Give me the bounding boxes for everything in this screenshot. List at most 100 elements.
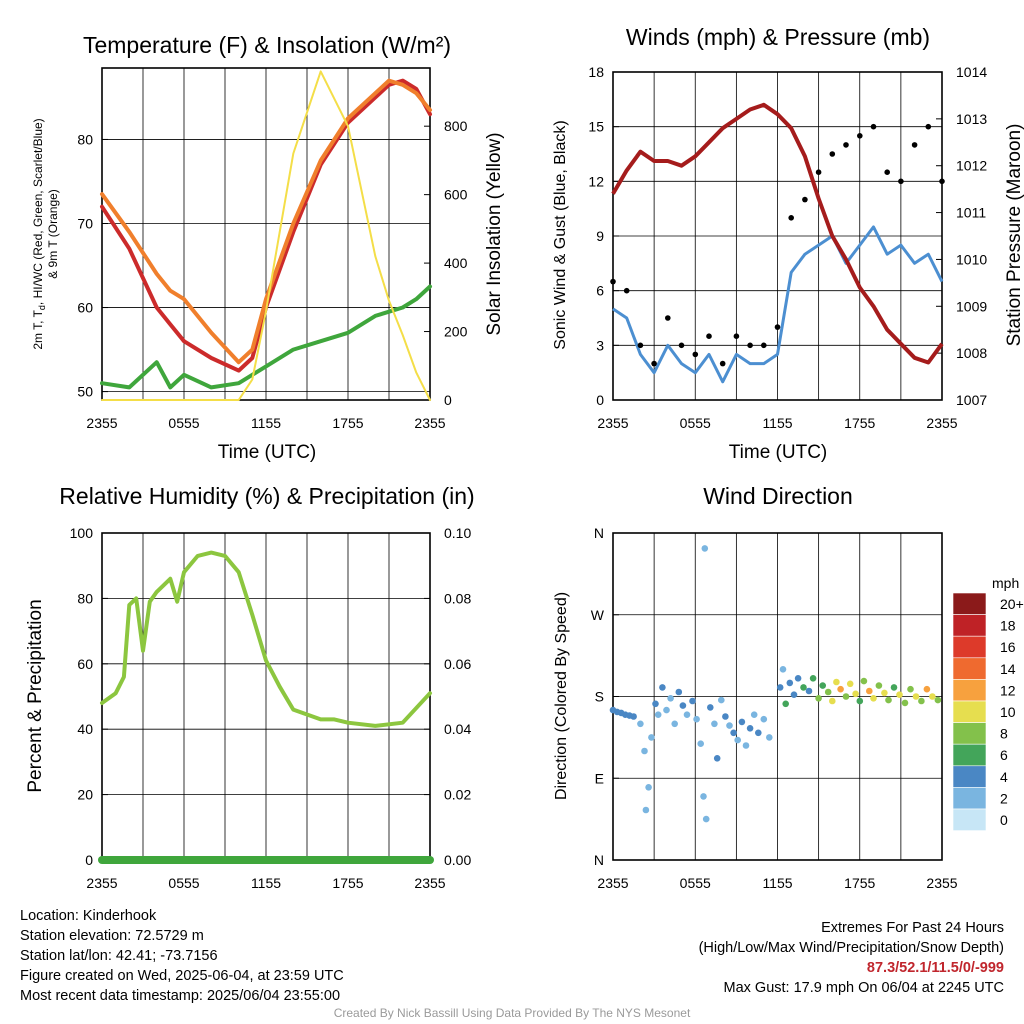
gust-point xyxy=(637,342,644,349)
direction-point xyxy=(776,684,784,691)
direction-point xyxy=(630,713,637,720)
direction-point xyxy=(790,691,798,698)
direction-point xyxy=(890,684,898,691)
humidity-x-tick-label: 2355 xyxy=(414,875,445,891)
humidity-y-tick-label: 20 xyxy=(77,787,93,803)
direction-point xyxy=(809,675,817,682)
temperature-y2-tick-label: 800 xyxy=(444,118,468,134)
direction-point xyxy=(860,677,868,685)
extremes-values: 87.3/52.1/11.5/0/-999 xyxy=(866,960,1004,976)
winds-plot-frame xyxy=(612,71,943,401)
direction-point xyxy=(659,684,666,691)
temperature-x-tick-label: 1755 xyxy=(332,415,363,431)
humidity-y2-tick-label: 0.04 xyxy=(444,721,471,737)
direction-point xyxy=(755,729,762,737)
direction-y-label: Direction (Colored By Speed) xyxy=(553,592,570,800)
direction-point xyxy=(689,697,696,705)
pressure-y-label: Station Pressure (Maroon) xyxy=(1004,124,1024,347)
temperature-plot-frame xyxy=(101,67,431,401)
location-text: Location: Kinderhook xyxy=(20,908,157,924)
legend-label: 18 xyxy=(1000,618,1016,634)
legend-swatch xyxy=(952,592,987,615)
wind-direction-x-tick-label: 2355 xyxy=(926,875,957,891)
direction-point xyxy=(667,695,674,702)
winds-y2-tick-label: 1010 xyxy=(956,251,987,267)
direction-point xyxy=(746,725,754,732)
gust-point xyxy=(815,169,822,175)
gust-point xyxy=(665,315,671,321)
wind-direction-x-tick-label: 0555 xyxy=(680,875,711,891)
winds-x-tick-label: 1755 xyxy=(844,415,875,431)
direction-point xyxy=(885,696,892,704)
winds-title: Winds (mph) & Pressure (mb) xyxy=(626,24,930,50)
winds-x-tick-label: 1155 xyxy=(762,415,792,431)
gust-point xyxy=(898,178,904,185)
gust-point xyxy=(857,133,863,139)
direction-point xyxy=(929,693,936,700)
direction-point xyxy=(837,685,844,693)
wind-direction-y-tick-label: S xyxy=(595,689,604,705)
humidity-x-tick-label: 2355 xyxy=(86,875,117,891)
direction-point xyxy=(794,675,802,682)
winds-y2-tick-label: 1008 xyxy=(956,345,987,361)
gust-point xyxy=(678,342,685,349)
direction-point xyxy=(760,715,768,723)
temperature-y2-tick-label: 0 xyxy=(444,392,452,408)
insolation-y-label: Solar Insolation (Yellow) xyxy=(484,132,505,335)
legend-swatch xyxy=(952,635,987,659)
humidity-y-tick-label: 100 xyxy=(70,525,94,541)
gust-point xyxy=(870,123,877,130)
gust-point xyxy=(884,169,890,175)
wind-direction-y-tick-label: E xyxy=(595,770,604,786)
gust-point xyxy=(802,196,808,203)
direction-point xyxy=(923,685,931,693)
direction-point xyxy=(645,784,652,791)
direction-point xyxy=(654,711,662,718)
humidity-y2-tick-label: 0.00 xyxy=(444,852,471,868)
humidity-x-tick-label: 0555 xyxy=(168,875,199,891)
winds-y-tick-label: 12 xyxy=(588,173,604,189)
extremes-subtitle: (High/Low/Max Wind/Precipitation/Snow De… xyxy=(698,940,1004,956)
wind-direction-title: Wind Direction xyxy=(703,483,853,509)
temperature-x-tick-label: 0555 xyxy=(168,415,199,431)
legend-label: 0 xyxy=(1000,812,1008,828)
winds-y-tick-label: 15 xyxy=(588,119,604,135)
direction-point xyxy=(700,793,707,800)
direction-point xyxy=(637,720,644,728)
humidity-y-tick-label: 40 xyxy=(77,721,93,737)
credit-text: Created By Nick Bassill Using Data Provi… xyxy=(333,1006,691,1020)
winds-y-tick-label: 18 xyxy=(588,64,604,80)
humidity-y-tick-label: 60 xyxy=(77,656,93,672)
gust-point xyxy=(829,151,836,157)
gust-point xyxy=(719,360,726,367)
gust-point xyxy=(706,333,712,340)
winds-y2-tick-label: 1007 xyxy=(956,392,987,408)
direction-point xyxy=(875,682,883,689)
direction-point xyxy=(726,722,733,729)
latest-timestamp-text: Most recent data timestamp: 2025/06/04 2… xyxy=(20,988,341,1004)
legend-title: mph xyxy=(992,575,1019,591)
direction-point xyxy=(679,702,687,709)
winds-panel: Winds (mph) & Pressure (mb) Time (UTC) S… xyxy=(552,24,1024,463)
direction-point xyxy=(934,696,942,704)
humidity-y-tick-label: 0 xyxy=(85,852,93,868)
wind-direction-panel: Wind Direction Direction (Colored By Spe… xyxy=(553,483,1024,891)
temperature-y-tick-label: 80 xyxy=(77,131,93,147)
temperature-y-label: 2m T, Td, HI/WC (Red, Green, Scarlet/Blu… xyxy=(31,118,47,349)
gust-point xyxy=(651,360,657,367)
direction-point xyxy=(641,747,648,755)
legend-label: 16 xyxy=(1000,639,1016,655)
direction-point xyxy=(730,729,737,737)
winds-y2-tick-label: 1009 xyxy=(956,298,987,314)
direction-point xyxy=(819,682,826,689)
extremes-title: Extremes For Past 24 Hours xyxy=(821,920,1004,936)
wind-direction-x-tick-label: 1755 xyxy=(844,875,875,891)
winds-series-2 xyxy=(611,102,944,365)
winds-series-0 xyxy=(612,225,944,384)
wind-direction-y-tick-label: N xyxy=(594,852,604,868)
direction-point xyxy=(722,713,729,720)
direction-point xyxy=(786,679,794,687)
legend-label: 20+ xyxy=(1000,596,1024,612)
winds-x-tick-label: 2355 xyxy=(597,415,628,431)
legend-swatch xyxy=(952,722,987,745)
